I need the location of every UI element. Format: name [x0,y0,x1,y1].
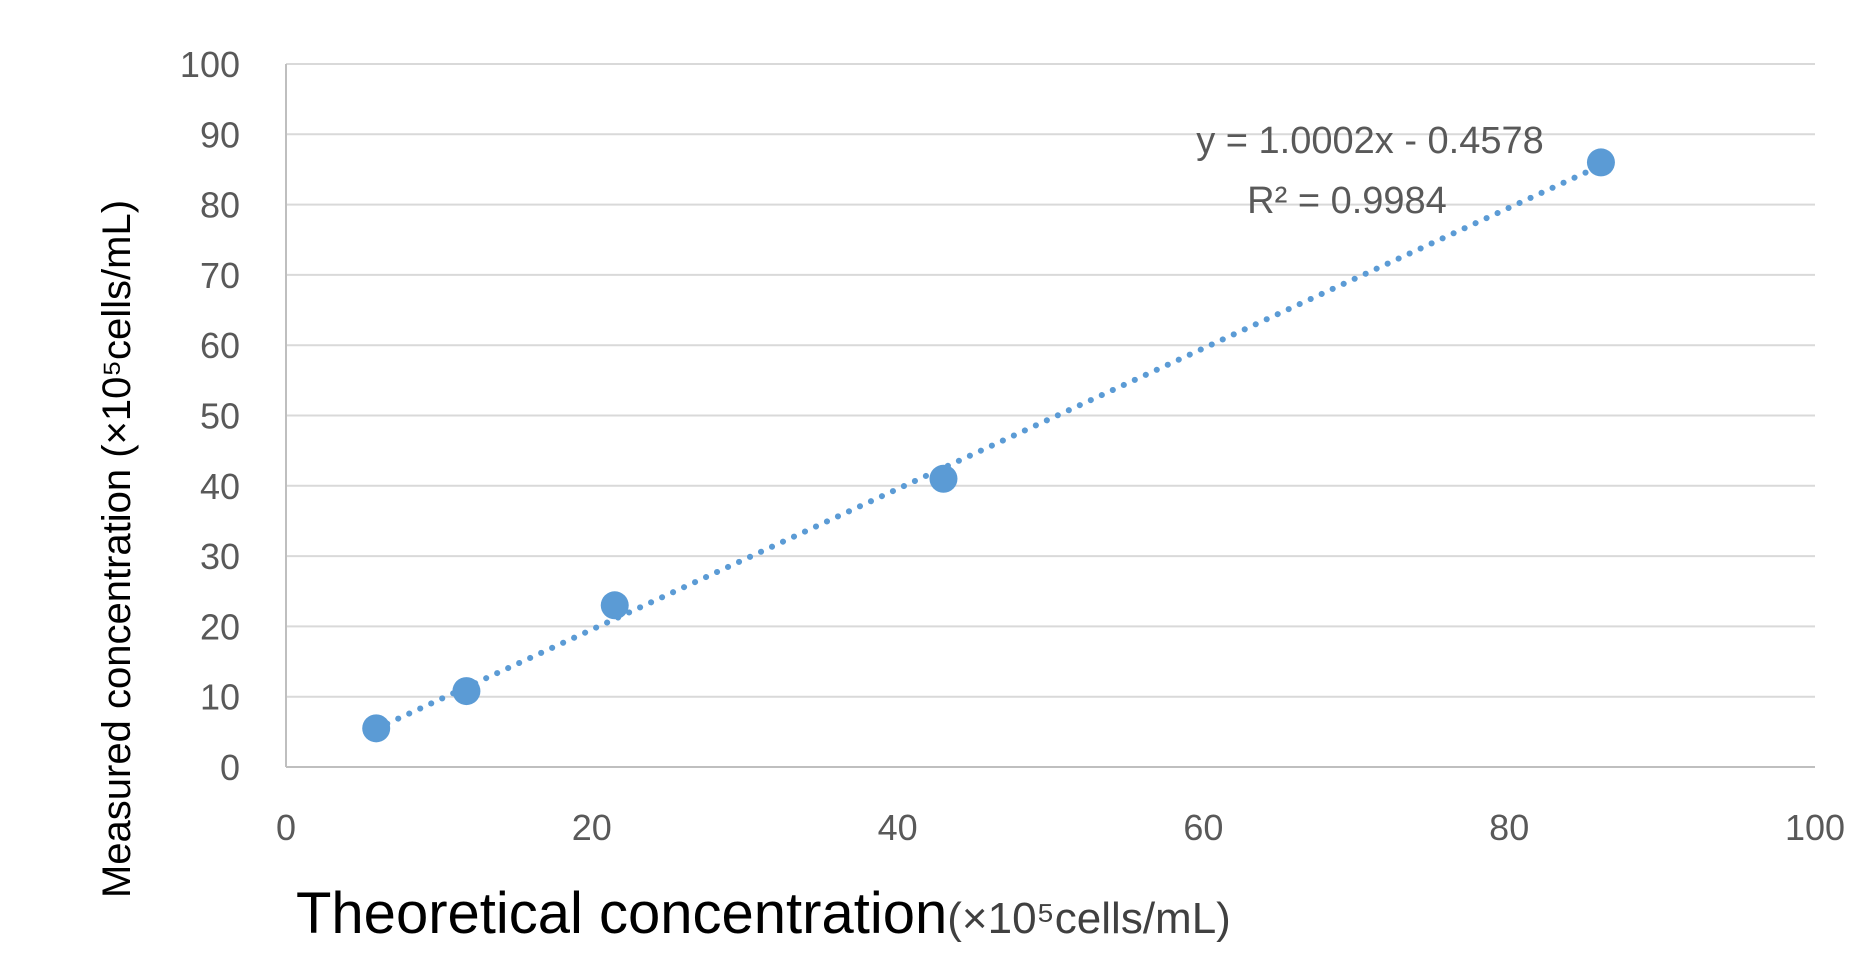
data-point-1 [362,714,391,743]
y-tick-label-70: 70 [200,255,240,296]
y-tick-label-30: 30 [200,536,240,577]
gridlines [286,63,1815,698]
data-point-5 [1586,148,1615,177]
x-tick-labels: 0 20 40 60 80 100 [276,807,1845,848]
y-tick-label-20: 20 [200,606,240,647]
trendline [373,162,1604,732]
y-tick-label-50: 50 [200,396,240,437]
trendline-r-squared: R² = 0.9984 [1247,180,1447,222]
x-tick-label-0: 0 [276,807,296,848]
y-tick-label-80: 80 [200,185,240,226]
data-points [362,148,1615,743]
x-tick-label-60: 60 [1183,807,1223,848]
x-axis-title: Theoretical concentration(×10⁵cells/mL) [296,881,1231,946]
y-tick-label-10: 10 [200,677,240,718]
trendline-equation: y = 1.0002x - 0.4578 [1196,120,1544,162]
y-tick-label-40: 40 [200,466,240,507]
data-point-2 [452,677,481,706]
data-point-3 [600,591,629,620]
x-tick-label-100: 100 [1785,807,1845,848]
x-tick-label-80: 80 [1489,807,1529,848]
y-tick-label-60: 60 [200,325,240,366]
x-tick-label-20: 20 [572,807,612,848]
x-tick-label-40: 40 [878,807,918,848]
y-tick-label-0: 0 [220,747,240,788]
data-point-4 [929,464,958,493]
x-axis-title-unit: (×10⁵cells/mL) [947,894,1231,943]
y-tick-labels: 0 10 20 30 40 50 60 70 80 90 100 [180,44,240,788]
y-tick-label-90: 90 [200,114,240,155]
y-axis-title: Measured concentration (×10⁵cells/mL) [95,200,139,898]
x-axis-title-main: Theoretical concentration [296,881,947,946]
y-tick-label-100: 100 [180,44,240,85]
